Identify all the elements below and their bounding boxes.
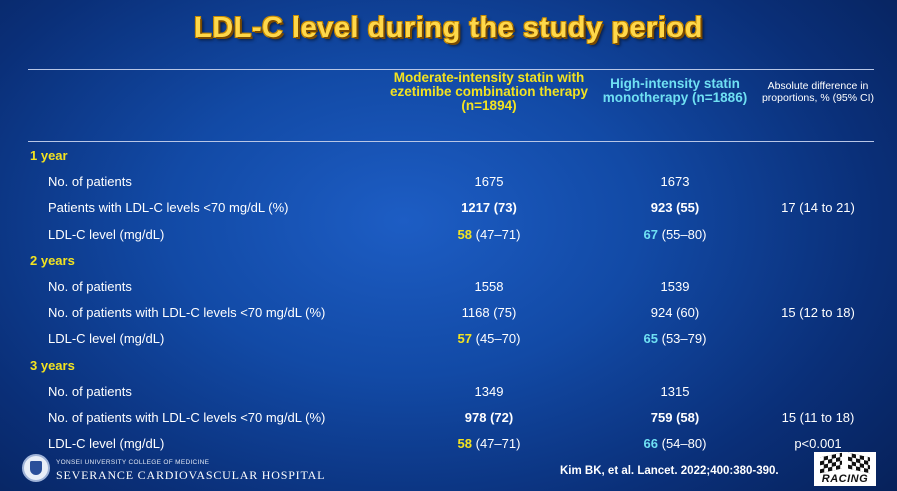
cell-high-emphasis: 923 (55) [650, 200, 700, 216]
cell-moderate: 58 (47–71) [385, 227, 593, 242]
cell-moderate-emphasis: 58 [457, 436, 473, 452]
cell-absolute-difference: 15 (11 to 18) [781, 410, 855, 425]
cell-high: 923 (55) [592, 200, 758, 215]
cell-high: 924 (60) [592, 305, 758, 320]
cell-moderate: 1168 (75) [385, 305, 593, 320]
table-row: No. of patients with LDL-C levels <70 mg… [0, 405, 897, 431]
section-label: 1 year [30, 148, 68, 163]
severance-logo-icon [22, 454, 50, 482]
table-row: No. of patients with LDL-C levels <70 mg… [0, 300, 897, 326]
cell-moderate: 1349 [385, 384, 593, 399]
table-header-rule [28, 141, 874, 142]
cell-high: 1315 [592, 384, 758, 399]
cell-moderate-emphasis: 57 [457, 331, 473, 347]
cell-moderate-value: 1349 [474, 383, 504, 399]
slide-title: LDL-C level during the study period [194, 12, 703, 44]
cell-moderate-value: (47–71) [472, 436, 521, 452]
section-header-row: 2 years [0, 248, 897, 274]
table-row: No. of patients 1349 1315 [0, 379, 897, 405]
cell-high: 759 (58) [592, 410, 758, 425]
cell-absolute-difference: 15 (12 to 18) [781, 305, 855, 321]
checkered-flag-icon [848, 452, 870, 474]
cell-high-value: 1673 [660, 174, 690, 190]
cell-high-value: (55–80) [658, 226, 707, 242]
cell-absolute-difference: p<0.001 [794, 436, 842, 452]
cell-moderate-emphasis: 978 (72) [464, 410, 514, 425]
section-label: 2 years [30, 252, 75, 268]
section-header-row: 3 years [0, 353, 897, 379]
cell-moderate: 57 (45–70) [385, 331, 593, 346]
table-row: LDL-C level (mg/dL) 58 (47–71) 67 (55–80) [0, 222, 897, 248]
row-label: Patients with LDL-C levels <70 mg/dL (%) [48, 200, 289, 216]
institution-name: SEVERANCE CARDIOVASCULAR HOSPITAL [56, 468, 326, 482]
racing-logo-word: RACING [821, 473, 869, 485]
row-label: No. of patients [48, 279, 132, 294]
cell-absolute-difference: 17 (14 to 21) [781, 200, 855, 216]
section-header-row: 1 year [0, 143, 897, 169]
header-moderate-intensity: Moderate-intensity statin with ezetimibe… [389, 70, 589, 114]
cell-high-emphasis: 67 [643, 226, 659, 242]
cell-high-value: 924 (60) [650, 305, 700, 321]
row-label: LDL-C level (mg/dL) [48, 331, 165, 347]
cell-high: 66 (54–80) [592, 436, 758, 451]
header-absolute-difference: Absolute difference in proportions, % (9… [761, 80, 875, 105]
cell-high-value: 1315 [660, 383, 690, 399]
cell-moderate-value: 1675 [474, 174, 504, 190]
section-label: 3 years [30, 357, 75, 373]
table-row: Patients with LDL-C levels <70 mg/dL (%)… [0, 195, 897, 221]
row-label: LDL-C level (mg/dL) [48, 436, 165, 452]
cell-moderate: 1558 [385, 279, 593, 294]
cell-moderate-value: (47–71) [472, 226, 521, 242]
row-label: No. of patients with LDL-C levels <70 mg… [48, 305, 326, 321]
cell-high-value: 1539 [660, 279, 690, 294]
table-row: No. of patients 1675 1673 [0, 169, 897, 195]
cell-moderate-emphasis: 1217 (73) [461, 200, 517, 216]
cell-high: 65 (53–79) [592, 331, 758, 346]
cell-high: 1673 [592, 174, 758, 189]
racing-trial-logo: RACING [814, 452, 876, 486]
cell-high-emphasis: 759 (58) [650, 410, 700, 425]
row-label: No. of patients [48, 174, 132, 190]
cell-high: 67 (55–80) [592, 227, 758, 242]
cell-moderate: 58 (47–71) [385, 436, 593, 451]
row-label: LDL-C level (mg/dL) [48, 226, 165, 242]
citation: Kim BK, et al. Lancet. 2022;400:380-390. [560, 465, 779, 477]
institution-subtitle: YONSEI UNIVERSITY COLLEGE OF MEDICINE [56, 459, 210, 466]
cell-high-emphasis: 66 [643, 436, 659, 452]
cell-moderate-emphasis: 58 [457, 226, 473, 242]
cell-high-value: (53–79) [658, 331, 707, 347]
cell-moderate: 978 (72) [385, 410, 593, 425]
checkered-flag-icon [820, 452, 842, 474]
cell-moderate: 1217 (73) [385, 200, 593, 215]
header-high-intensity: High-intensity statin monotherapy (n=188… [602, 76, 748, 106]
cell-moderate-value: 1558 [474, 279, 504, 294]
cell-moderate-value: 1168 (75) [461, 305, 517, 321]
table-row: LDL-C level (mg/dL) 57 (45–70) 65 (53–79) [0, 326, 897, 352]
cell-moderate-value: (45–70) [472, 331, 521, 347]
row-label: No. of patients with LDL-C levels <70 mg… [48, 410, 326, 425]
cell-high: 1539 [592, 279, 758, 294]
cell-high-emphasis: 65 [643, 331, 659, 347]
table-row: LDL-C level (mg/dL) 58 (47–71) 66 (54–80) p… [0, 431, 897, 457]
table-row: No. of patients 1558 1539 [0, 274, 897, 300]
table-top-rule [28, 69, 874, 70]
cell-high-value: (54–80) [658, 436, 707, 452]
cell-moderate: 1675 [385, 174, 593, 189]
row-label: No. of patients [48, 383, 132, 399]
